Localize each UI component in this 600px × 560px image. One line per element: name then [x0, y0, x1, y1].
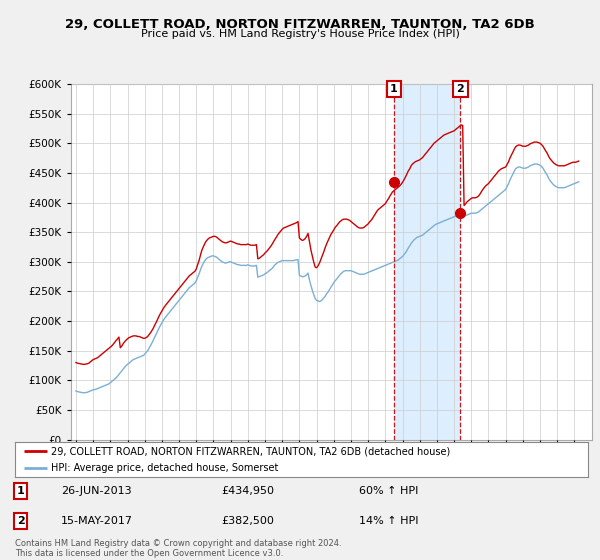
Text: 1: 1: [390, 84, 398, 94]
Text: 2: 2: [17, 516, 25, 526]
Text: 26-JUN-2013: 26-JUN-2013: [61, 486, 131, 496]
Text: 29, COLLETT ROAD, NORTON FITZWARREN, TAUNTON, TA2 6DB: 29, COLLETT ROAD, NORTON FITZWARREN, TAU…: [65, 18, 535, 31]
Text: 60% ↑ HPI: 60% ↑ HPI: [359, 486, 418, 496]
Text: 1: 1: [17, 486, 25, 496]
Text: Contains HM Land Registry data © Crown copyright and database right 2024.
This d: Contains HM Land Registry data © Crown c…: [15, 539, 341, 558]
Text: HPI: Average price, detached house, Somerset: HPI: Average price, detached house, Some…: [50, 464, 278, 473]
Text: £382,500: £382,500: [221, 516, 274, 526]
Bar: [394, 84, 460, 440]
Text: 14% ↑ HPI: 14% ↑ HPI: [359, 516, 418, 526]
Text: Price paid vs. HM Land Registry's House Price Index (HPI): Price paid vs. HM Land Registry's House …: [140, 29, 460, 39]
Text: 2: 2: [457, 84, 464, 94]
Text: 15-MAY-2017: 15-MAY-2017: [61, 516, 133, 526]
Text: 29, COLLETT ROAD, NORTON FITZWARREN, TAUNTON, TA2 6DB (detached house): 29, COLLETT ROAD, NORTON FITZWARREN, TAU…: [50, 446, 450, 456]
Text: £434,950: £434,950: [221, 486, 274, 496]
